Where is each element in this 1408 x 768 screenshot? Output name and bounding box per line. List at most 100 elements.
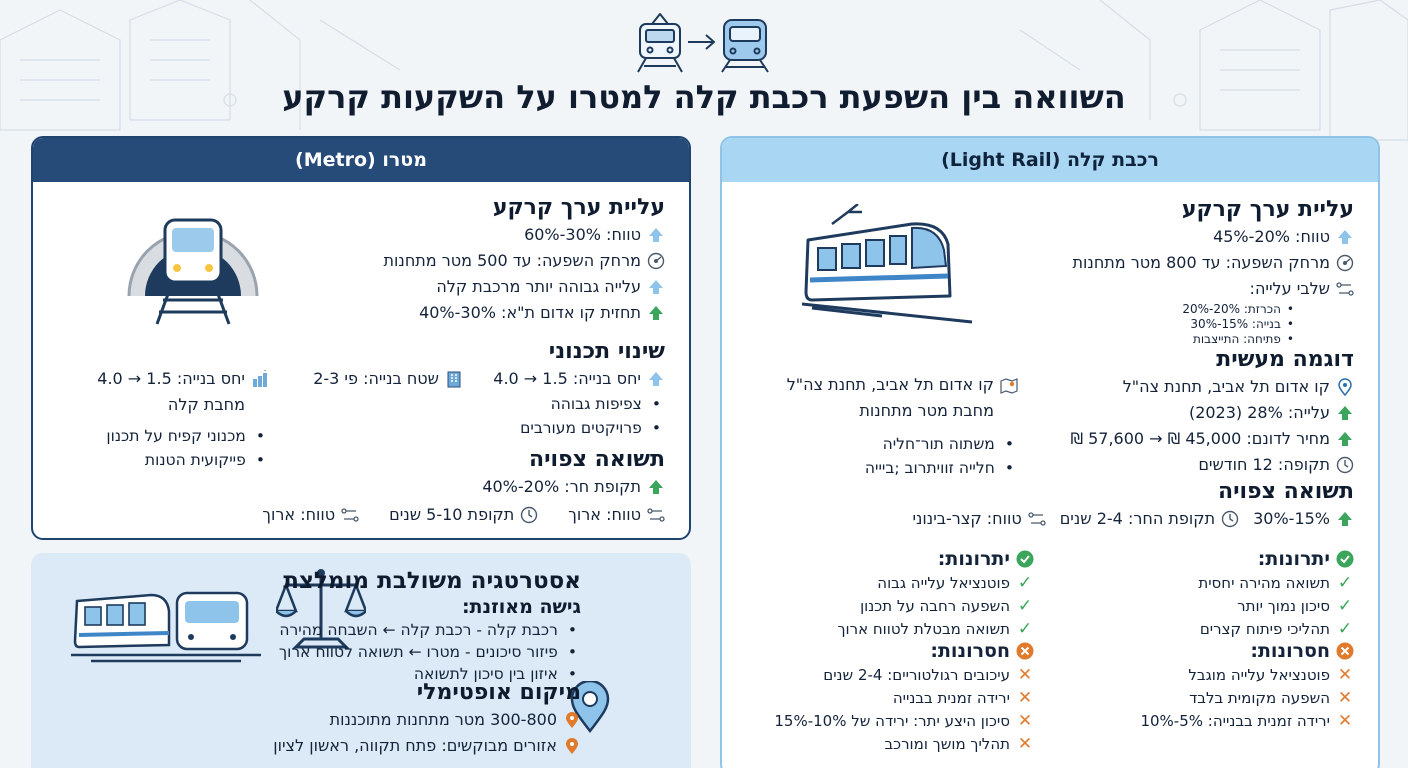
check-icon: ✓ [1017,596,1033,616]
arrow-up-green-icon [1336,404,1354,422]
return-period-row: תקופת החר: 2-4 שנים [1060,506,1239,532]
x-icon: ✕ [1017,665,1033,685]
stages-row: שלבי עלייה: [1034,276,1354,302]
x-icon: ✕ [1017,734,1033,754]
cons-item: ✕ תהליך מושך ומורכב [884,734,1033,754]
x-icon: ✕ [1337,688,1353,708]
section-heading: שינוי תכנוני [548,339,665,364]
term-row: טווח: ארוך [568,502,665,528]
check-circle-icon [1336,550,1354,568]
map-pin-icon [1000,376,1018,394]
x-icon: ✕ [1017,711,1033,731]
timeline-icon [1336,280,1354,298]
bullet-item: פייקועית הטנות [49,448,269,472]
x-circle-icon [1336,642,1354,660]
cons-item: ✕ פוטנציאל עלייה מוגבל [1188,665,1353,685]
check-icon: ✓ [1337,619,1353,639]
bullet-item: צפיפות גבוהה [365,392,665,416]
cons-item: ✕ סיכון היצע יתר: ירידה של 10%-15% [774,711,1033,731]
bullet-item: חלייה זוויתרוב ;ביייה [758,456,1018,480]
metro-header: מטרו (Metro) [33,138,689,182]
bullet-item: מכנוני קפיח על תכנון [49,424,269,448]
location-pin-icon [1336,378,1354,396]
orange-pin-icon [563,737,581,755]
arrow-up-light-icon [647,226,665,244]
metro-land-value-section: עליית ערך קרקע טווח: 30%-60% מרחק השפעה:… [265,194,665,326]
check-circle-icon [1016,550,1034,568]
timeline-icon [1028,510,1046,528]
metro-planning-area: שטח בנייה: פי 2-3 [293,366,463,392]
light-rail-panel: רכבת קלה (Light Rail) עליית ערך קרקע טוו… [720,136,1380,768]
distance-row: מרחק השפעה: עד 500 מטר מתחנות [265,248,665,274]
range-row: טווח: 30%-60% [265,222,665,248]
pros-heading: יתרונות: [734,546,1034,572]
radius-icon [1336,254,1354,272]
cons-item: ✕ השפעה מקומית בלבד [1189,688,1353,708]
return-period-row: תקופת חר: 20%-40% [45,474,665,500]
return-metrics-row: טווח: ארוך תקופת 5-10 שנים טווח: ארוך [45,502,665,528]
bullet-item: איזון בין סיכון לתשואה [271,663,581,685]
forecast-row: תחזית קו אדום ת"א: 30%-40% [265,300,665,326]
rail-land-value-section: עליית ערך קרקע טווח: 20%-45% מרחק השפעה:… [1034,196,1354,347]
page-title: השוואה בין השפעת רכבת קלה למטרו על השקעו… [282,78,1126,116]
pros-heading: יתרונות: [1074,546,1354,572]
buildings-growth-icon [251,370,269,388]
clock-icon [1221,510,1239,528]
tram-to-metro-icon [637,13,769,73]
location-row: אזורים מבוקשים: פתח תקווה, ראשון לציון [181,733,581,759]
cons-item: ✕ ירידה זמנית בבנייה: 5%-10% [1140,711,1353,731]
bullet-item: פיזור סיכונים - מטרו ← תשואה לטווח ארוך [271,641,581,663]
pros-item: ✓ השפעה רחבה על תכנון [860,596,1033,616]
clock-icon [520,506,538,524]
ratio-row-left-2: מחבת קלה [167,395,245,414]
x-circle-icon [1016,642,1034,660]
metro-return-section: תשואה צפויה תקופת חר: 20%-40% טווח: ארוך… [45,446,665,528]
return-metrics-row: 15%-30% תקופת החר: 2-4 שנים טווח: קצר-בי… [734,506,1354,532]
rail-example-section: דוגמה מעשית קו אדום תל אביב, תחנת צה"ל ע… [1054,346,1354,478]
metro-planning-section: שינוי תכנוני יחס בנייה: 1.5 → 4.0 צפיפות… [365,338,665,440]
orange-pin-icon [563,711,581,729]
arrow-up-green-icon [1336,430,1354,448]
x-icon: ✕ [1017,688,1033,708]
distance-row: מרחק השפעה: עד 800 מטר מתחנות [1034,250,1354,276]
pros-item: ✓ תשואה מהירה יחסית [1198,573,1353,593]
check-icon: ✓ [1337,573,1353,593]
cons-heading: חסרונות: [724,638,1034,664]
arrow-up-light-icon [1336,228,1354,246]
side-line-row: קו אדום תל אביב, תחנת צה"ל [758,372,1018,398]
cons-section-left: חסרונות: ✕ עיכובים רגולטוריים: 2-4 שנים ✕… [724,638,1034,756]
arrow-up-light-icon [647,370,665,388]
section-heading: עליית ערך קרקע [1181,197,1354,222]
side-line-row-2: מחבת מטר מתחנות [859,401,994,420]
building-icon [445,370,463,388]
trains-illustration [71,591,261,663]
cons-heading: חסרונות: [1054,638,1354,664]
pros-section-right: יתרונות: ✓ תשואה מהירה יחסית ✓ סיכון נמוך … [1074,546,1354,641]
clock-icon [1336,456,1354,474]
check-icon: ✓ [1017,619,1033,639]
bullet-item: משתוה תור־חליה [758,432,1018,456]
metro-tunnel-illustration [127,218,259,325]
example-price-row: מחיר לדונם: 45,000 ₪ → 57,600 ₪ [1054,426,1354,452]
check-icon: ✓ [1337,596,1353,616]
arrow-up-green-icon [1336,510,1354,528]
stage-item: פתיחה: התייצבות [1034,332,1294,347]
strategy-panel: אסטרטגיה משולבת מומלצת גישה מאוזנת: רכבת… [31,553,691,768]
ratio-row: יחס בנייה: 1.5 → 4.0 [365,366,665,392]
arrow-up-green-icon [647,478,665,496]
light-rail-header: רכבת קלה (Light Rail) [722,138,1378,182]
x-icon: ✕ [1337,711,1353,731]
example-line-row: קו אדום תל אביב, תחנת צה"ל [1054,374,1354,400]
years-row: תקופת 5-10 שנים [389,502,538,528]
pros-item: ✓ תשואה מבטלת לטווח ארוך [837,619,1033,639]
example-period-row: תקופה: 12 חודשים [1054,452,1354,478]
metro-planning-left: יחס בנייה: 1.5 → 4.0 מחבת קלה מכנוני קפי… [49,366,269,472]
stage-item: הכרזת: 20%-20% [1034,302,1294,317]
cons-section-right: חסרונות: ✕ פוטנציאל עלייה מוגבל ✕ השפעה מק… [1054,638,1354,733]
cons-item: ✕ עיכובים רגולטוריים: 2-4 שנים [823,665,1033,685]
area-row: שטח בנייה: פי 2-3 [293,366,463,392]
radius-icon [647,252,665,270]
arrow-up-light-icon [647,278,665,296]
ratio-row-left: יחס בנייה: 1.5 → 4.0 [49,366,269,392]
